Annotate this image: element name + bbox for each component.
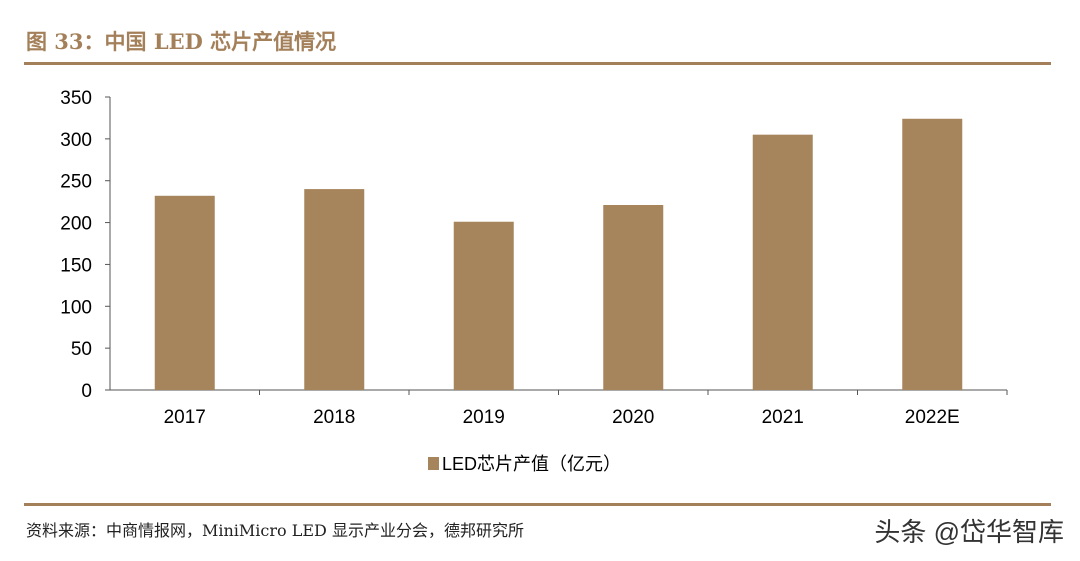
legend-swatch xyxy=(428,457,439,470)
x-tick-label: 2019 xyxy=(463,407,505,428)
y-tick-label: 250 xyxy=(60,172,92,193)
bar-2019 xyxy=(453,221,514,390)
bar-2021 xyxy=(752,134,813,390)
legend-label: LED芯片产值（亿元） xyxy=(442,454,621,474)
y-tick-label: 0 xyxy=(81,381,92,402)
y-tick-label: 50 xyxy=(71,339,92,360)
x-tick-label: 2021 xyxy=(762,407,804,428)
x-tick-label: 2018 xyxy=(313,407,355,428)
y-tick-label: 350 xyxy=(60,88,92,109)
y-tick-label: 100 xyxy=(60,297,92,318)
watermark: 头条 @岱华智库 xyxy=(874,517,1064,547)
bar-2022E xyxy=(902,118,963,390)
y-tick-label: 300 xyxy=(60,130,92,151)
bottom-divider xyxy=(24,503,1051,506)
bar-2017 xyxy=(154,195,215,390)
y-tick-label: 200 xyxy=(60,214,92,235)
x-tick-label: 2022E xyxy=(905,407,960,428)
chart-title: 图 33：中国 LED 芯片产值情况 xyxy=(26,29,337,54)
y-tick-label: 150 xyxy=(60,255,92,276)
source-note: 资料来源：中商情报网，MiniMicro LED 显示产业分会，德邦研究所 xyxy=(26,521,524,540)
bar-2020 xyxy=(603,204,664,390)
x-tick-label: 2017 xyxy=(164,407,206,428)
x-tick-label: 2020 xyxy=(612,407,654,428)
top-divider xyxy=(24,62,1051,65)
bar-2018 xyxy=(304,189,365,390)
